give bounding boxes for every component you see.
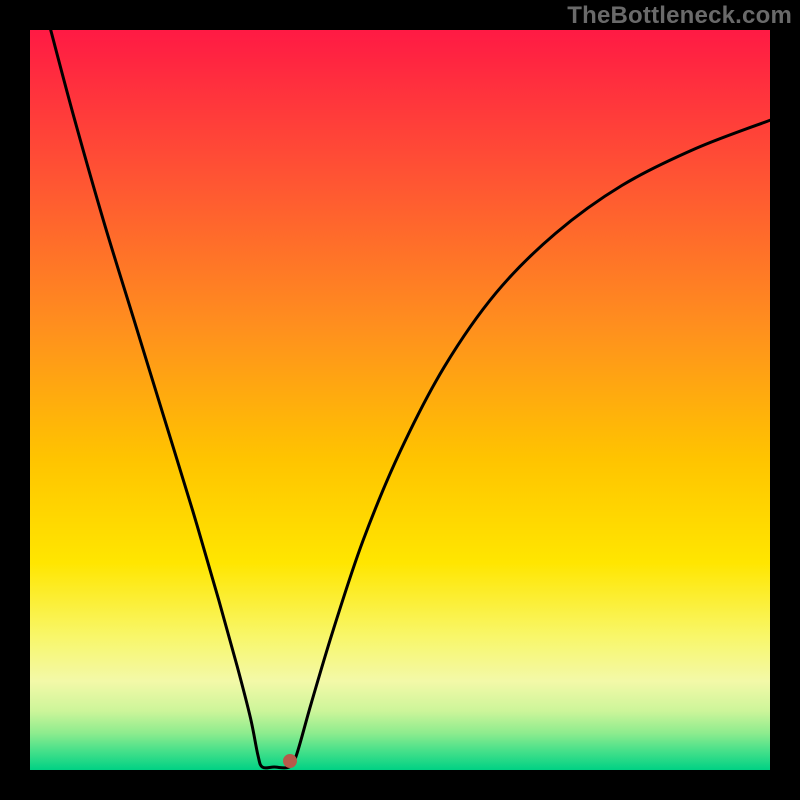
bottleneck-curve bbox=[51, 30, 770, 768]
chart-svg bbox=[0, 0, 800, 800]
watermark-text: TheBottleneck.com bbox=[567, 2, 792, 30]
chart-frame: TheBottleneck.com bbox=[0, 0, 800, 800]
